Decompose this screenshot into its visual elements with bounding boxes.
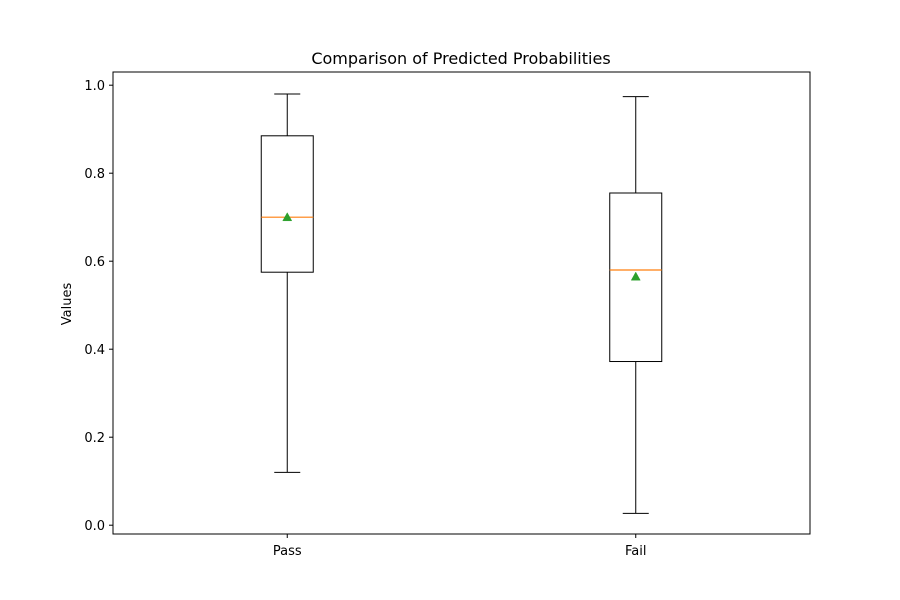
plot-area: 0.0 0.2 0.4 0.6 0.8 1.0 Pass Fail (84, 79, 663, 559)
y-tick-label: 0.4 (84, 343, 105, 358)
mean-marker (630, 271, 641, 281)
iqr-box (609, 192, 663, 363)
y-tick-label: 0.6 (84, 255, 105, 270)
mean-marker (282, 212, 293, 222)
y-tick-label: 1.0 (84, 79, 105, 94)
chart-title: Comparison of Predicted Probabilities (311, 49, 610, 68)
y-tick-label: 0.0 (84, 519, 105, 534)
y-axis-label: Values (60, 283, 75, 326)
y-tick-label: 0.2 (84, 431, 105, 446)
y-tick-label: 0.8 (84, 167, 105, 182)
x-tick-label: Pass (273, 544, 302, 559)
axes-frame (112, 71, 811, 535)
iqr-box (260, 135, 314, 273)
x-tick-label: Fail (625, 544, 646, 559)
